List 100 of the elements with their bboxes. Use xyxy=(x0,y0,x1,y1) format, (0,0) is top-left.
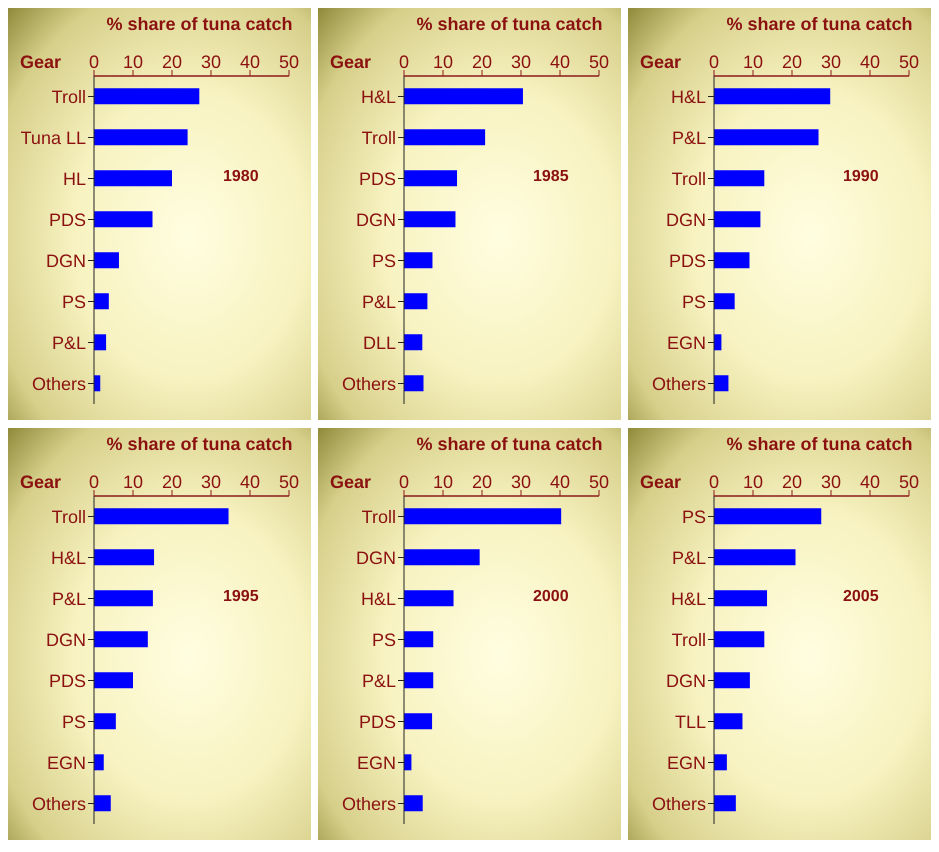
y-tick-label: P&L xyxy=(52,332,86,353)
x-tick-label: 20 xyxy=(782,472,802,492)
y-tick-label: DLL xyxy=(362,332,396,353)
y-tick-label: EGN xyxy=(46,752,86,773)
x-tick-label: 30 xyxy=(820,472,842,492)
bar xyxy=(404,631,434,648)
x-tick-label: 50 xyxy=(278,52,300,72)
y-tick-label: DGN xyxy=(356,548,396,568)
x-tick-label: 30 xyxy=(200,472,222,492)
y-tick-label: Troll xyxy=(672,168,706,189)
x-tick-label: 20 xyxy=(162,52,182,72)
bar xyxy=(404,590,454,606)
x-tick-label: 10 xyxy=(742,52,764,72)
y-tick-label: Troll xyxy=(52,506,86,527)
annotation: 1980 xyxy=(223,168,259,185)
y-tick-label: PDS xyxy=(358,712,396,732)
y-tick-label: Others xyxy=(32,794,86,814)
x-tick-label: 10 xyxy=(432,52,454,72)
x-tick-label: 0 xyxy=(708,472,720,492)
y-tick-label: P&L xyxy=(672,548,706,568)
y-tick-label: Troll xyxy=(362,506,396,527)
y-axis-title: Gear xyxy=(20,472,62,492)
bar xyxy=(714,631,764,648)
bar xyxy=(404,549,480,566)
x-axis-title: % share of tuna catch xyxy=(106,434,293,454)
bar xyxy=(94,508,229,524)
y-tick-label: Troll xyxy=(672,630,706,650)
y-tick-label: DGN xyxy=(666,210,706,230)
y-tick-label: DGN xyxy=(46,630,86,650)
bar xyxy=(404,129,486,146)
annotation: 2005 xyxy=(843,588,879,605)
y-tick-label: Others xyxy=(32,374,86,394)
y-axis-title: Gear xyxy=(330,472,372,492)
x-tick-label: 30 xyxy=(200,52,222,72)
y-axis-title: Gear xyxy=(640,472,682,492)
bar xyxy=(714,754,727,770)
y-tick-label: PS xyxy=(682,506,706,527)
bar xyxy=(404,170,458,186)
bar xyxy=(94,293,109,310)
bar xyxy=(94,549,154,566)
x-tick-label: 50 xyxy=(898,52,920,72)
x-tick-label: 40 xyxy=(550,472,570,492)
annotation: 1995 xyxy=(223,588,259,605)
y-tick-label: P&L xyxy=(672,128,706,148)
bar xyxy=(404,211,456,228)
y-tick-label: PDS xyxy=(48,210,86,230)
y-axis-title: Gear xyxy=(640,52,682,72)
bar xyxy=(714,375,728,392)
bar xyxy=(94,170,172,186)
annotation: 2000 xyxy=(533,588,569,605)
x-tick-label: 40 xyxy=(860,472,880,492)
bar xyxy=(94,672,133,688)
bar xyxy=(714,334,722,350)
bar xyxy=(404,252,432,268)
y-tick-label: H&L xyxy=(360,86,396,107)
x-tick-label: 50 xyxy=(278,472,300,492)
x-tick-label: 40 xyxy=(240,52,260,72)
y-tick-label: PS xyxy=(62,292,86,312)
y-tick-label: PDS xyxy=(48,670,86,691)
y-tick-label: Troll xyxy=(52,86,86,107)
bar xyxy=(94,88,200,104)
x-tick-label: 50 xyxy=(898,472,920,492)
bar xyxy=(714,211,760,228)
bar xyxy=(714,508,822,524)
x-tick-label: 40 xyxy=(550,52,570,72)
x-tick-label: 0 xyxy=(88,472,100,492)
x-tick-label: 10 xyxy=(742,472,764,492)
y-tick-label: P&L xyxy=(362,670,396,691)
y-tick-label: PS xyxy=(372,630,396,650)
x-tick-label: 50 xyxy=(588,472,610,492)
y-tick-label: Others xyxy=(342,794,396,814)
x-tick-label: 10 xyxy=(432,472,454,492)
bar xyxy=(714,795,736,812)
y-tick-label: Others xyxy=(652,794,706,814)
bar xyxy=(94,129,188,146)
y-tick-label: PDS xyxy=(358,168,396,189)
x-tick-label: 20 xyxy=(472,472,492,492)
y-axis-title: Gear xyxy=(20,52,62,72)
x-axis-title: % share of tuna catch xyxy=(726,14,913,34)
y-tick-label: PS xyxy=(372,250,396,271)
y-tick-label: EGN xyxy=(666,332,706,353)
bar xyxy=(404,334,422,350)
y-tick-label: H&L xyxy=(670,588,706,609)
y-tick-label: P&L xyxy=(362,292,396,312)
bar xyxy=(714,672,750,688)
x-tick-label: 40 xyxy=(860,52,880,72)
bar xyxy=(94,795,111,812)
bar xyxy=(714,129,819,146)
y-tick-label: P&L xyxy=(52,588,86,609)
y-tick-label: Troll xyxy=(362,128,396,148)
y-axis-title: Gear xyxy=(330,52,372,72)
bar xyxy=(714,170,764,186)
bar xyxy=(714,293,735,310)
x-tick-label: 50 xyxy=(588,52,610,72)
y-tick-label: EGN xyxy=(356,752,396,773)
x-tick-label: 30 xyxy=(510,52,532,72)
x-tick-label: 0 xyxy=(398,52,410,72)
bar xyxy=(714,252,750,268)
bar xyxy=(404,795,423,812)
x-tick-label: 0 xyxy=(708,52,720,72)
